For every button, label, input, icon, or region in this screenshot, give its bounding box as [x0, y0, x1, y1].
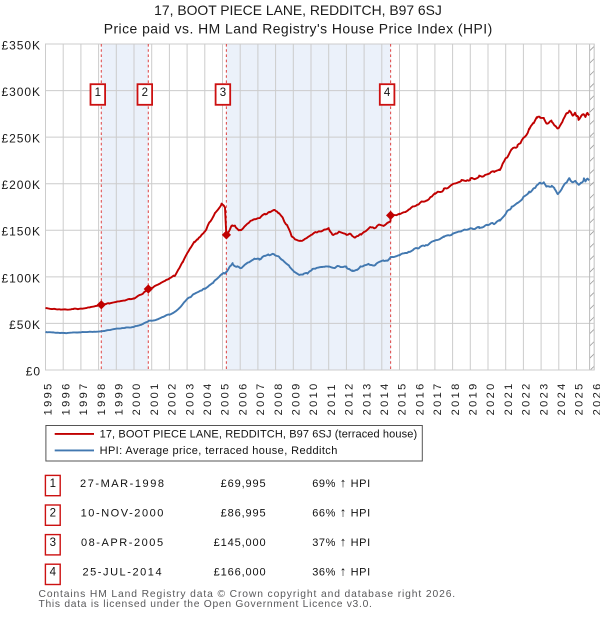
svg-text:36% ↑ HPI: 36% ↑ HPI: [312, 564, 371, 579]
svg-text:17, BOOT PIECE LANE, REDDITCH,: 17, BOOT PIECE LANE, REDDITCH, B97 6SJ: [154, 2, 442, 18]
svg-text:3: 3: [220, 87, 226, 99]
svg-text:66% ↑ HPI: 66% ↑ HPI: [312, 505, 371, 520]
svg-text:Price paid vs. HM Land Registr: Price paid vs. HM Land Registry's House …: [104, 21, 493, 37]
svg-text:2002: 2002: [167, 381, 179, 415]
svg-text:2024: 2024: [556, 381, 568, 415]
svg-text:2006: 2006: [237, 381, 249, 415]
svg-text:10-NOV-2000: 10-NOV-2000: [81, 508, 165, 520]
svg-text:2010: 2010: [308, 381, 320, 415]
svg-text:2013: 2013: [361, 381, 373, 415]
svg-text:1996: 1996: [60, 381, 72, 415]
svg-text:2011: 2011: [326, 382, 338, 415]
svg-text:2003: 2003: [184, 381, 196, 415]
svg-text:2021: 2021: [503, 381, 515, 415]
svg-text:1: 1: [95, 87, 101, 99]
svg-text:£300K: £300K: [2, 85, 41, 99]
svg-text:3: 3: [50, 537, 56, 549]
svg-text:2016: 2016: [414, 381, 426, 415]
svg-text:1999: 1999: [114, 381, 126, 415]
svg-text:£250K: £250K: [2, 132, 41, 146]
svg-text:£86,995: £86,995: [221, 508, 267, 520]
svg-text:69% ↑ HPI: 69% ↑ HPI: [312, 475, 371, 490]
svg-text:2017: 2017: [432, 381, 444, 415]
svg-text:£145,000: £145,000: [214, 537, 267, 549]
svg-text:17, BOOT PIECE LANE, REDDITCH,: 17, BOOT PIECE LANE, REDDITCH, B97 6SJ (…: [100, 429, 418, 441]
svg-text:£150K: £150K: [2, 225, 41, 239]
svg-text:2018: 2018: [450, 381, 462, 415]
svg-text:This data is licensed under th: This data is licensed under the Open Gov…: [39, 599, 373, 610]
svg-text:1995: 1995: [43, 381, 55, 415]
svg-text:2020: 2020: [485, 381, 497, 415]
svg-text:2008: 2008: [273, 381, 285, 415]
svg-text:1: 1: [50, 478, 56, 490]
svg-text:£50K: £50K: [9, 318, 41, 332]
svg-text:2026: 2026: [591, 381, 600, 415]
svg-text:2000: 2000: [131, 381, 143, 415]
svg-text:4: 4: [384, 87, 391, 99]
svg-text:HPI: Average price, terraced h: HPI: Average price, terraced house, Redd…: [100, 445, 338, 457]
svg-text:2025: 2025: [574, 381, 586, 415]
svg-text:£200K: £200K: [2, 178, 41, 192]
svg-text:2: 2: [50, 508, 56, 520]
svg-text:2022: 2022: [521, 381, 533, 415]
svg-text:2012: 2012: [344, 381, 356, 415]
svg-text:2015: 2015: [397, 381, 409, 415]
svg-text:2: 2: [142, 87, 148, 99]
svg-text:1998: 1998: [96, 381, 108, 415]
svg-text:08-APR-2005: 08-APR-2005: [81, 537, 165, 549]
svg-text:2023: 2023: [538, 381, 550, 415]
svg-text:2014: 2014: [379, 381, 391, 415]
svg-text:£100K: £100K: [2, 271, 41, 285]
svg-text:4: 4: [50, 567, 57, 579]
svg-text:2004: 2004: [202, 381, 214, 415]
svg-text:2019: 2019: [468, 381, 480, 415]
svg-text:£350K: £350K: [2, 38, 41, 52]
svg-text:£166,000: £166,000: [214, 567, 267, 579]
svg-text:£0: £0: [26, 364, 41, 378]
svg-text:37% ↑ HPI: 37% ↑ HPI: [312, 534, 371, 549]
svg-text:25-JUL-2014: 25-JUL-2014: [82, 567, 163, 579]
svg-text:2009: 2009: [291, 381, 303, 415]
svg-text:2007: 2007: [255, 381, 267, 415]
svg-text:27-MAR-1998: 27-MAR-1998: [80, 478, 166, 490]
svg-text:1997: 1997: [78, 381, 90, 415]
svg-text:2005: 2005: [220, 381, 232, 415]
svg-text:£69,995: £69,995: [221, 478, 267, 490]
svg-text:Contains HM Land Registry data: Contains HM Land Registry data © Crown c…: [39, 589, 457, 600]
svg-text:2001: 2001: [149, 381, 161, 415]
